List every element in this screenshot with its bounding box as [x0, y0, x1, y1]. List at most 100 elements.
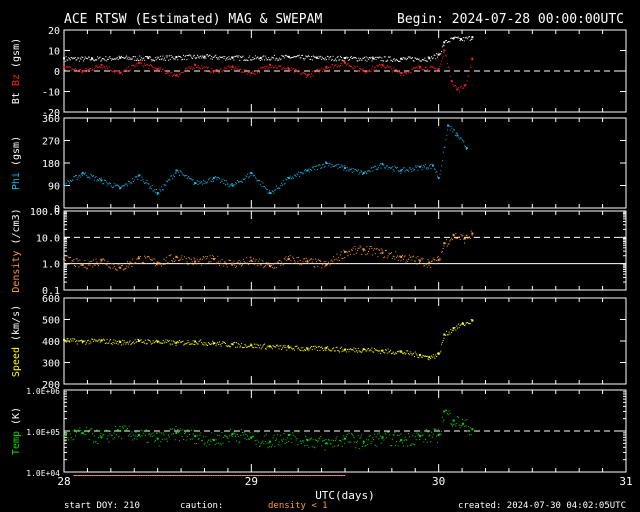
data-trace-bz — [157, 71, 158, 72]
data-trace-phi — [144, 183, 145, 184]
data-trace-phi — [70, 180, 71, 181]
data-trace-phi — [357, 171, 358, 172]
data-trace-bt — [273, 58, 274, 59]
data-trace-phi — [156, 189, 157, 190]
data-trace-density — [406, 260, 407, 261]
data-trace-bz — [400, 75, 401, 76]
data-trace-phi — [166, 181, 167, 182]
data-trace-temp — [185, 432, 186, 433]
data-trace-density — [155, 265, 156, 266]
data-trace-density — [392, 258, 393, 259]
data-trace-density — [303, 259, 304, 260]
data-trace-temp — [374, 434, 375, 435]
data-trace-density — [242, 264, 243, 265]
created-time: created: 2024-07-30 04:02:05UTC — [458, 501, 626, 511]
data-trace-bz — [265, 68, 266, 69]
data-trace-density — [200, 258, 201, 259]
data-trace-bz — [193, 67, 194, 68]
data-trace-bz — [300, 74, 301, 75]
data-trace-phi — [277, 188, 278, 189]
data-trace-bt — [200, 56, 201, 57]
data-trace-temp — [321, 445, 322, 446]
data-trace-bt — [299, 55, 300, 56]
data-trace-phi — [193, 179, 194, 180]
data-trace-temp — [186, 440, 187, 441]
caution-marker — [316, 475, 318, 476]
y-tick-label-phi: 270 — [42, 137, 60, 148]
data-trace-density — [72, 260, 73, 261]
data-trace-temp — [193, 434, 194, 435]
data-point-phi — [82, 172, 84, 174]
data-trace-speed — [367, 349, 368, 350]
data-trace-bt — [322, 57, 323, 58]
data-trace-phi — [359, 174, 360, 175]
data-trace-bt — [124, 58, 125, 59]
data-trace-bz — [371, 70, 372, 71]
data-trace-phi — [137, 179, 138, 180]
data-trace-phi — [361, 171, 362, 172]
data-trace-temp — [412, 435, 413, 436]
data-trace-phi — [404, 167, 405, 168]
caution-marker — [323, 475, 325, 476]
data-trace-density — [220, 261, 221, 262]
data-trace-phi — [268, 193, 269, 194]
y-tick-label-speed: 600 — [42, 294, 60, 305]
data-point-density — [471, 232, 473, 234]
data-trace-density — [424, 265, 425, 266]
data-trace-temp — [222, 432, 223, 433]
data-trace-bz — [450, 76, 451, 77]
data-trace-density — [330, 264, 331, 265]
data-trace-temp — [357, 441, 358, 442]
data-trace-phi — [94, 180, 95, 181]
data-trace-phi — [400, 173, 401, 174]
data-trace-bz — [205, 70, 206, 71]
data-trace-bt — [458, 36, 459, 37]
data-trace-temp — [288, 441, 289, 442]
data-trace-bz — [187, 70, 188, 71]
data-trace-phi — [236, 183, 237, 184]
data-trace-temp — [101, 433, 102, 434]
data-trace-bz — [95, 66, 96, 67]
data-trace-phi — [455, 135, 456, 136]
data-trace-temp — [294, 431, 295, 432]
caution-marker — [118, 475, 120, 476]
caution-marker — [159, 475, 161, 476]
data-trace-density — [327, 264, 328, 265]
data-trace-phi — [254, 175, 255, 176]
caution-marker — [150, 475, 152, 476]
data-trace-temp — [198, 439, 199, 440]
data-trace-bz — [388, 67, 389, 68]
data-trace-density — [394, 256, 395, 257]
data-trace-density — [352, 250, 353, 251]
data-trace-speed — [311, 346, 312, 347]
data-trace-bz — [369, 71, 370, 72]
data-trace-bt — [300, 57, 301, 58]
data-trace-speed — [128, 344, 129, 345]
data-trace-temp — [229, 435, 230, 436]
data-trace-temp — [362, 446, 363, 447]
data-trace-bt — [259, 58, 260, 59]
data-trace-bz — [381, 67, 382, 68]
data-trace-phi — [450, 130, 451, 131]
data-trace-density — [174, 261, 175, 262]
data-trace-temp — [273, 437, 274, 438]
data-point-bz — [443, 50, 445, 52]
data-trace-bt — [328, 56, 329, 57]
data-trace-phi — [347, 167, 348, 168]
data-trace-phi — [106, 182, 107, 183]
data-trace-speed — [106, 342, 107, 343]
data-trace-speed — [293, 348, 294, 349]
data-trace-speed — [368, 348, 369, 349]
data-trace-bt — [407, 58, 408, 59]
data-trace-speed — [137, 339, 138, 340]
data-trace-bt — [93, 59, 94, 60]
data-trace-density — [135, 262, 136, 263]
data-trace-bt — [433, 57, 434, 58]
data-trace-bt — [465, 38, 466, 39]
data-trace-bz — [342, 61, 343, 62]
data-trace-temp — [111, 435, 112, 436]
data-trace-speed — [358, 348, 359, 349]
data-trace-temp — [166, 438, 167, 439]
data-trace-speed — [447, 334, 448, 335]
data-trace-bz — [117, 70, 118, 71]
